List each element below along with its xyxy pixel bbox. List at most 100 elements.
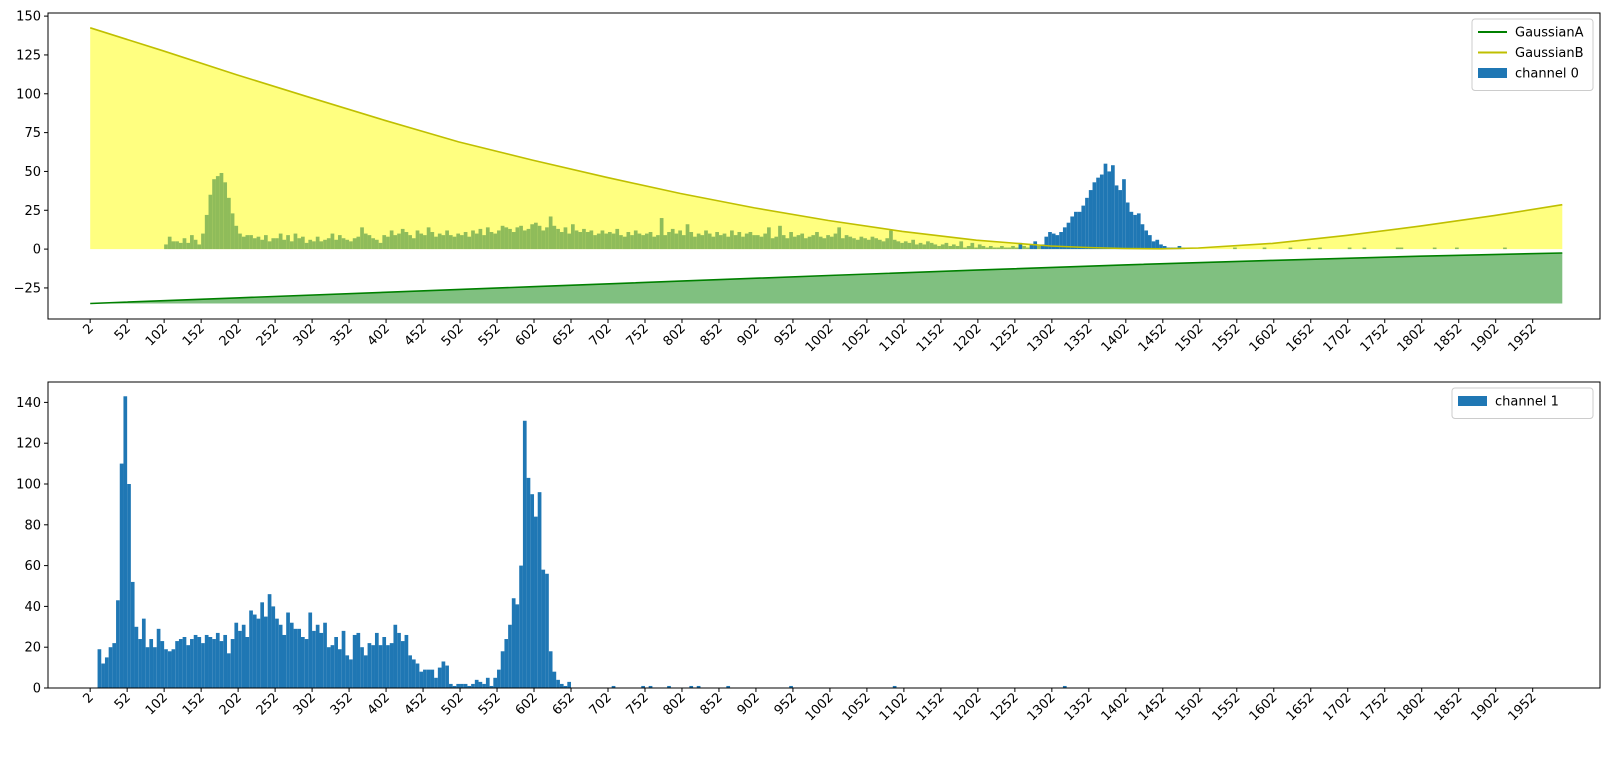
histogram-bar — [752, 235, 756, 250]
histogram-bar — [345, 655, 350, 688]
histogram-bar — [1432, 247, 1437, 250]
histogram-bar — [478, 228, 483, 250]
histogram-bar — [792, 236, 797, 250]
histogram-bar — [278, 233, 283, 250]
histogram-bar — [423, 669, 427, 688]
histogram-bar — [1111, 165, 1115, 250]
histogram-bar — [511, 232, 516, 250]
histogram-bar — [992, 247, 997, 250]
x-tick-label: 752 — [624, 690, 652, 718]
histogram-bar — [400, 228, 405, 250]
histogram-bar — [323, 622, 327, 688]
legend-label: GaussianA — [1515, 26, 1584, 41]
histogram-bar — [1003, 247, 1008, 250]
histogram-bar — [360, 647, 364, 688]
histogram-bar — [619, 235, 623, 250]
histogram-bar — [415, 663, 420, 688]
axes-frame — [47, 381, 1601, 689]
histogram-bar — [441, 235, 446, 250]
histogram-bar — [996, 247, 1001, 250]
x-tick-label: 1052 — [840, 690, 874, 724]
x-tick-label: 402 — [365, 321, 393, 349]
histogram-bar — [164, 244, 168, 250]
histogram-bar — [382, 637, 387, 688]
histogram-bar — [445, 230, 449, 250]
x-tick-label: 852 — [698, 690, 726, 718]
axes-frame — [47, 12, 1601, 320]
histogram-bar — [319, 632, 324, 688]
histogram-bar — [278, 624, 283, 688]
histogram-bar — [615, 228, 620, 250]
x-tick-label: 202 — [217, 690, 245, 718]
histogram-bar — [215, 632, 220, 688]
histogram-bar — [493, 677, 498, 688]
histogram-bar — [519, 565, 523, 688]
histogram-bar — [193, 239, 198, 250]
histogram-bar — [378, 645, 383, 688]
histogram-bar — [663, 235, 668, 250]
histogram-bar — [197, 244, 202, 250]
y-tick-label: 125 — [16, 48, 41, 63]
x-tick-label: 252 — [254, 321, 282, 349]
histogram-bar — [164, 649, 168, 688]
histogram-bar — [271, 606, 276, 688]
histogram-bar — [363, 655, 368, 688]
histogram-bar — [1159, 244, 1163, 250]
histogram-bar — [763, 233, 768, 250]
histogram-bar — [241, 236, 246, 250]
histogram-bar — [208, 194, 213, 250]
histogram-bar — [356, 236, 361, 250]
series-fill-gaussianb — [90, 27, 1563, 250]
histogram-bar — [1262, 247, 1267, 250]
histogram-bar — [448, 683, 453, 688]
histogram-bar — [656, 235, 660, 250]
histogram-bar — [238, 630, 242, 688]
histogram-bar — [297, 238, 301, 250]
histogram-bar — [371, 238, 375, 250]
histogram-bar — [966, 245, 971, 250]
histogram-bar — [289, 622, 294, 688]
histogram-bar — [896, 241, 901, 250]
histogram-bar — [441, 661, 446, 688]
histogram-bar — [789, 685, 793, 688]
histogram-bar — [156, 628, 161, 688]
histogram-bar — [367, 643, 372, 688]
histogram-bar — [489, 232, 494, 250]
histogram-bar — [260, 602, 265, 688]
histogram-bar — [933, 244, 938, 250]
histogram-bar — [330, 645, 335, 688]
histogram-bar — [197, 637, 202, 688]
x-tick-label: 1352 — [1062, 690, 1096, 724]
histogram-bar — [593, 235, 597, 250]
histogram-bar — [715, 232, 719, 250]
histogram-bar — [182, 637, 187, 688]
histogram-bar — [1074, 211, 1078, 250]
x-tick-label: 652 — [550, 321, 578, 349]
histogram-bar — [482, 235, 486, 250]
histogram-bar — [474, 233, 479, 250]
histogram-bar — [1014, 247, 1019, 250]
histogram-bar — [637, 233, 642, 250]
histogram-bar — [227, 197, 231, 250]
histogram-bar — [393, 235, 398, 250]
histogram-bar — [212, 179, 216, 250]
x-tick-label: 152 — [180, 690, 208, 718]
histogram-bar — [641, 235, 645, 250]
histogram-bar — [534, 516, 538, 688]
histogram-bar — [556, 679, 560, 688]
histogram-bar — [326, 238, 331, 250]
histogram-bar — [955, 245, 960, 250]
x-tick-label: 1752 — [1358, 321, 1392, 355]
histogram-bar — [326, 647, 331, 688]
histogram-bar — [585, 232, 590, 250]
histogram-bar — [848, 236, 853, 250]
histogram-bar — [1148, 235, 1152, 250]
histogram-bar — [112, 643, 117, 688]
histogram-bar — [1011, 245, 1015, 250]
histogram-bar — [227, 653, 231, 688]
histogram-bar — [552, 225, 557, 250]
x-tick-label: 52 — [112, 690, 134, 712]
x-tick-label: 1252 — [988, 690, 1022, 724]
histogram-bar — [445, 665, 449, 688]
histogram-bar — [700, 235, 705, 250]
